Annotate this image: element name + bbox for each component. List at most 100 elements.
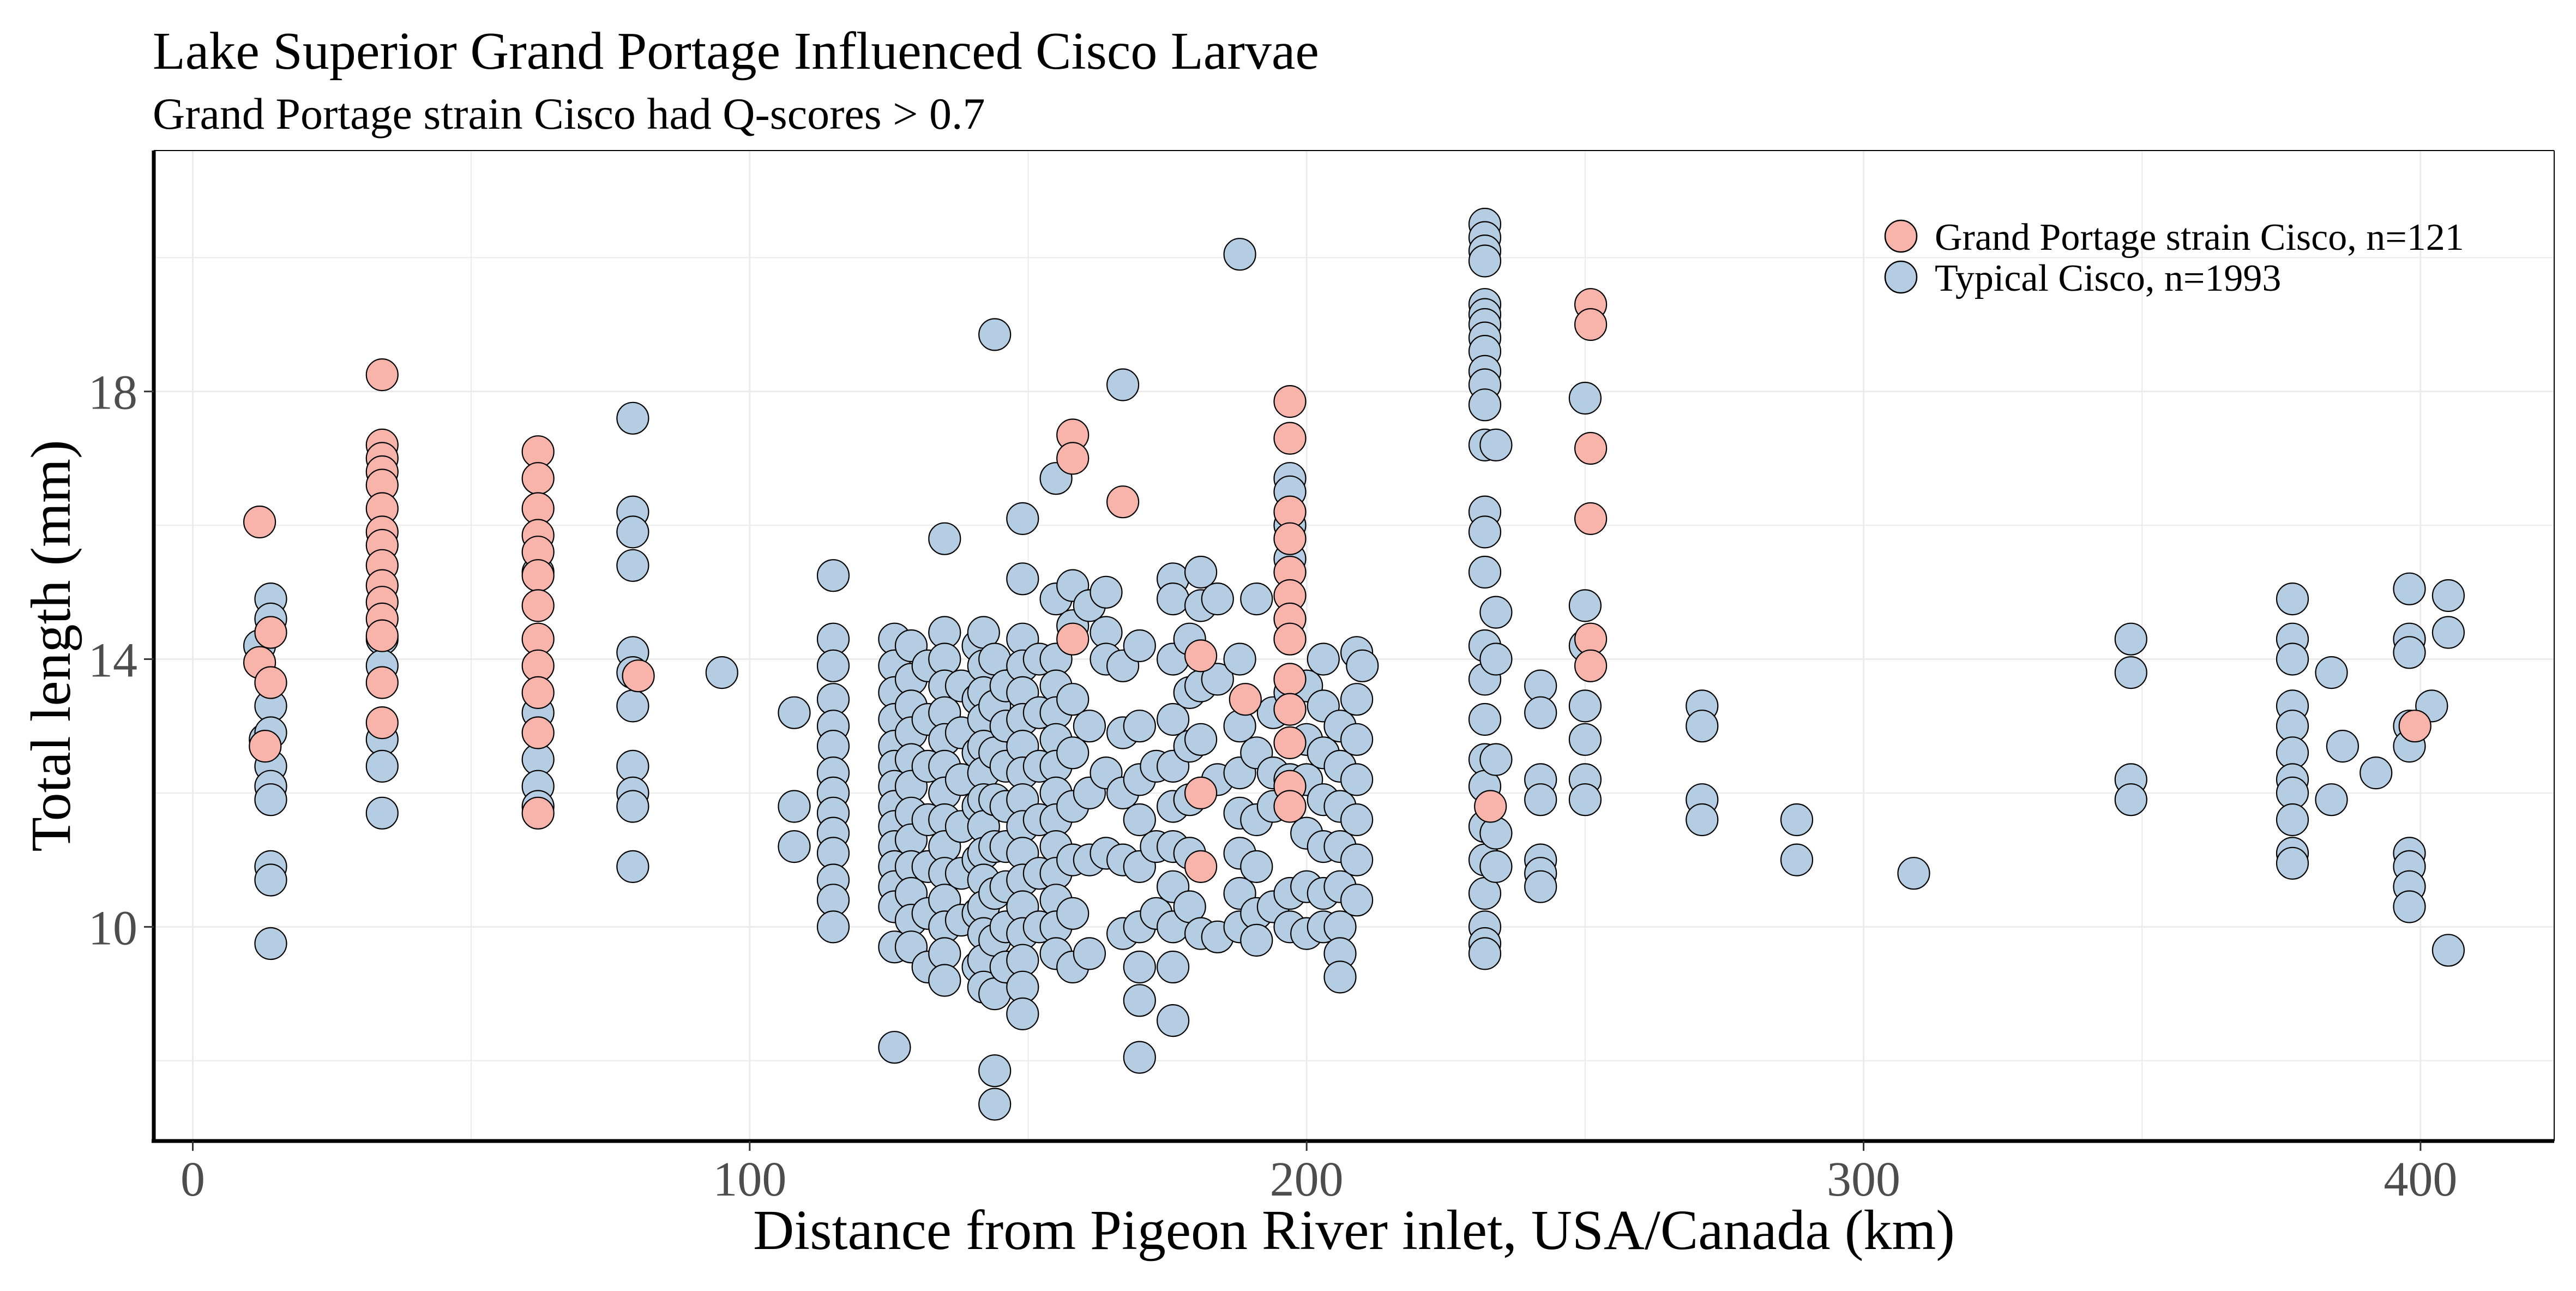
typical-cisco-point xyxy=(254,863,287,897)
legend-label-grand-portage: Grand Portage strain Cisco, n=121 xyxy=(1935,217,2464,259)
typical-cisco-point xyxy=(1223,643,1256,676)
typical-cisco-point xyxy=(1056,683,1090,716)
typical-cisco-point xyxy=(1340,843,1374,876)
legend-marker-typical xyxy=(1884,260,1918,294)
typical-cisco-point xyxy=(1223,710,1256,743)
grand-portage-point xyxy=(622,659,655,693)
grand-portage-point xyxy=(1273,790,1307,823)
typical-cisco-point xyxy=(1468,244,1502,278)
typical-cisco-point xyxy=(2360,756,2393,790)
typical-cisco-point xyxy=(1340,884,1374,917)
grand-portage-point xyxy=(1574,502,1608,536)
typical-cisco-point xyxy=(616,515,649,549)
axis-ticks: 0 100 200 300 400 10 14 18 xyxy=(88,366,2457,1206)
typical-cisco-point xyxy=(928,964,961,997)
typical-cisco-point xyxy=(1123,710,1156,743)
typical-cisco-point xyxy=(2114,656,2147,689)
grand-portage-point xyxy=(1273,522,1307,555)
grand-portage-point xyxy=(365,619,399,652)
typical-cisco-point xyxy=(2431,616,2465,649)
typical-cisco-point xyxy=(816,649,850,682)
typical-cisco-point xyxy=(1479,428,1513,462)
typical-cisco-point xyxy=(1123,803,1156,837)
typical-cisco-point xyxy=(778,696,811,729)
typical-cisco-point xyxy=(1323,960,1357,994)
grand-portage-point xyxy=(1273,622,1307,656)
typical-cisco-point xyxy=(1340,723,1374,756)
grand-portage-point xyxy=(521,796,555,830)
typical-cisco-point xyxy=(816,559,850,592)
grand-portage-point xyxy=(1574,308,1608,341)
typical-cisco-point xyxy=(1307,643,1340,676)
typical-cisco-point xyxy=(1123,629,1156,663)
grand-portage-point xyxy=(1184,776,1218,810)
typical-cisco-point xyxy=(1184,723,1218,756)
typical-cisco-point xyxy=(616,549,649,582)
typical-cisco-point xyxy=(1568,589,1602,622)
grand-portage-point xyxy=(365,706,399,740)
grand-portage-point xyxy=(365,666,399,699)
typical-cisco-point xyxy=(1223,238,1256,271)
typical-cisco-point xyxy=(1479,596,1513,629)
typical-cisco-point xyxy=(978,1088,1012,1121)
x-tick-label: 200 xyxy=(1270,1152,1344,1206)
typical-cisco-point xyxy=(2393,890,2426,923)
grand-portage-point xyxy=(1574,649,1608,682)
typical-cisco-point xyxy=(1006,502,1039,536)
typical-cisco-point xyxy=(1056,736,1090,770)
typical-cisco-point xyxy=(2114,622,2147,656)
typical-cisco-point xyxy=(1780,803,1814,837)
typical-cisco-point xyxy=(254,783,287,816)
typical-cisco-point xyxy=(616,790,649,823)
typical-cisco-point xyxy=(1006,562,1039,596)
typical-cisco-point xyxy=(1106,368,1140,401)
typical-cisco-point xyxy=(1568,783,1602,816)
y-tick-label: 10 xyxy=(88,901,137,955)
typical-cisco-point xyxy=(365,796,399,830)
typical-cisco-point xyxy=(705,656,738,689)
typical-cisco-point xyxy=(1346,649,1379,682)
grand-portage-point xyxy=(1273,663,1307,696)
typical-cisco-point xyxy=(1468,515,1502,549)
typical-cisco-point xyxy=(2276,803,2309,837)
typical-cisco-point xyxy=(2431,934,2465,967)
typical-cisco-point xyxy=(2393,572,2426,605)
typical-cisco-point xyxy=(2315,783,2348,816)
grand-portage-point xyxy=(1273,726,1307,760)
typical-cisco-point xyxy=(1479,643,1513,676)
typical-cisco-point xyxy=(978,318,1012,351)
grand-portage-point xyxy=(249,729,282,763)
typical-cisco-point xyxy=(1157,950,1190,984)
grand-portage-point xyxy=(521,676,555,710)
typical-cisco-point xyxy=(1157,702,1190,736)
x-tick-label: 100 xyxy=(713,1152,786,1206)
typical-cisco-point xyxy=(2276,846,2309,880)
typical-cisco-point xyxy=(2431,579,2465,613)
typical-cisco-point xyxy=(1568,381,1602,415)
typical-cisco-point xyxy=(2276,582,2309,616)
typical-cisco-point xyxy=(1340,683,1374,716)
typical-cisco-point xyxy=(1479,743,1513,776)
typical-cisco-point xyxy=(1056,897,1090,930)
typical-cisco-point xyxy=(1568,723,1602,756)
typical-cisco-point xyxy=(1686,710,1719,743)
typical-cisco-point xyxy=(1006,997,1039,1031)
grand-portage-point xyxy=(521,462,555,495)
legend-marker-grand-portage xyxy=(1884,219,1918,253)
y-tick-label: 18 xyxy=(88,366,137,420)
grand-portage-point xyxy=(2398,710,2431,743)
typical-cisco-point xyxy=(778,830,811,863)
typical-cisco-point xyxy=(1073,937,1106,970)
typical-cisco-point xyxy=(1468,937,1502,970)
typical-cisco-point xyxy=(778,790,811,823)
typical-cisco-point xyxy=(1780,843,1814,876)
chart-title: Lake Superior Grand Portage Influenced C… xyxy=(153,22,1319,81)
grand-portage-point xyxy=(1106,485,1140,519)
grand-portage-point xyxy=(1273,693,1307,726)
y-axis-title: Total length (mm) xyxy=(20,440,82,851)
typical-cisco-point xyxy=(978,1054,1012,1088)
typical-cisco-point xyxy=(1240,850,1273,884)
typical-cisco-point xyxy=(616,850,649,884)
